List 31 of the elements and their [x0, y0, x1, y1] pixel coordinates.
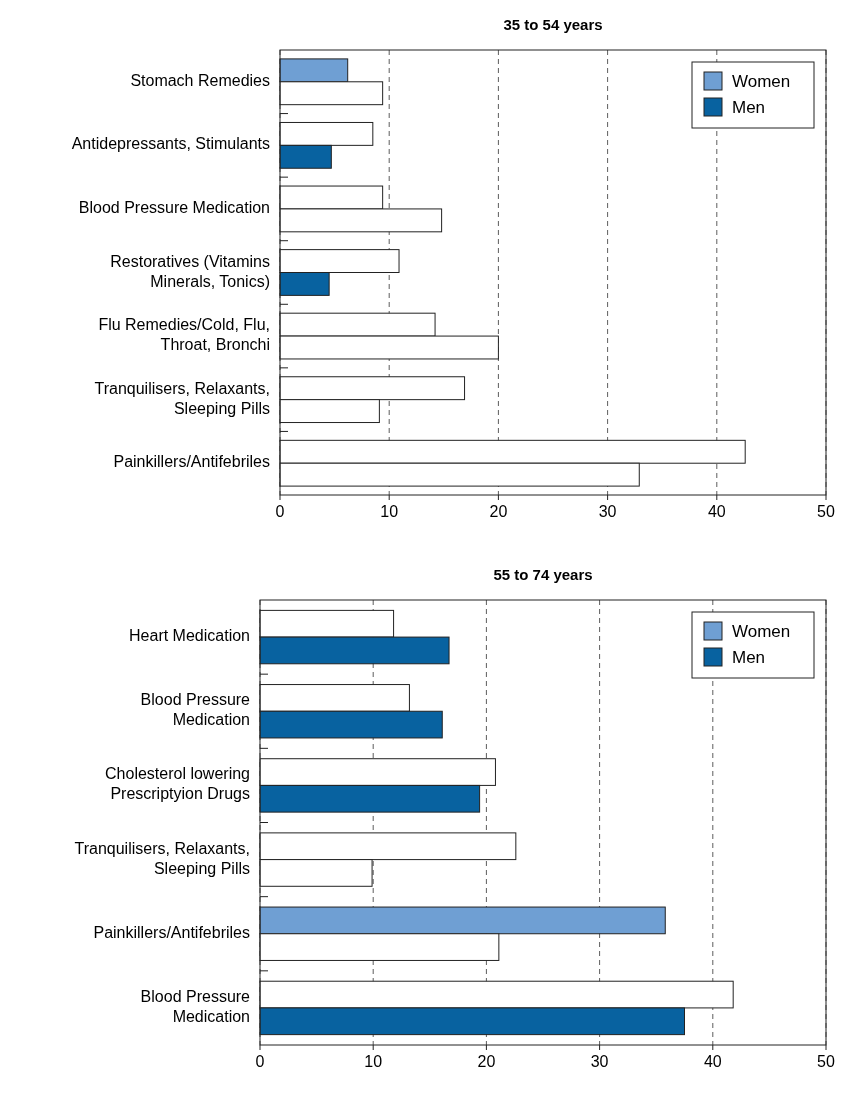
x-tick-label: 30 — [590, 1053, 609, 1070]
y-tick-label: Blood Pressure Medication — [78, 199, 270, 217]
chart-title: 35 to 54 years — [503, 16, 603, 33]
y-tick-label: Tranquilisers, Relaxants, Sleeping Pills — [74, 839, 250, 877]
legend-label: Men — [732, 98, 766, 117]
x-tick-label: 10 — [380, 503, 399, 520]
x-tick-label: 50 — [817, 1053, 835, 1070]
legend-label: Men — [732, 648, 766, 667]
y-tick-label: Blood Pressure Medication — [140, 691, 251, 729]
x-tick-label: 50 — [817, 503, 835, 520]
x-tick-label: 20 — [477, 1053, 496, 1070]
y-tick-label: Tranquilisers, Relaxants, Sleeping Pills — [94, 379, 270, 417]
x-tick-label: 20 — [489, 503, 508, 520]
x-tick-label: 40 — [703, 1053, 722, 1070]
legend-label: Women — [732, 622, 791, 641]
chart-title: 55 to 74 years — [493, 566, 593, 583]
y-tick-label: Restoratives (Vitamins Minerals, Tonics) — [110, 252, 270, 290]
y-tick-label: Painkillers/Antifebriles — [113, 453, 270, 471]
x-tick-label: 0 — [275, 503, 285, 520]
y-tick-label: Flu Remedies/Cold, Flu, Throat, Bronchi — [98, 316, 270, 354]
y-tick-label: Antidepressants, Stimulants — [71, 135, 270, 153]
x-tick-label: 30 — [598, 503, 617, 520]
x-tick-label: 0 — [255, 1053, 265, 1070]
y-tick-label: Blood Pressure Medication — [140, 988, 251, 1026]
y-tick-label: Heart Medication — [129, 627, 250, 645]
y-tick-label: Cholesterol lowering Prescriptyion Drugs — [105, 765, 250, 803]
y-tick-label: Stomach Remedies — [130, 72, 270, 90]
x-tick-label: 10 — [364, 1053, 383, 1070]
x-tick-label: 40 — [707, 503, 726, 520]
legend-label: Women — [732, 72, 791, 91]
y-tick-label: Painkillers/Antifebriles — [93, 923, 250, 941]
